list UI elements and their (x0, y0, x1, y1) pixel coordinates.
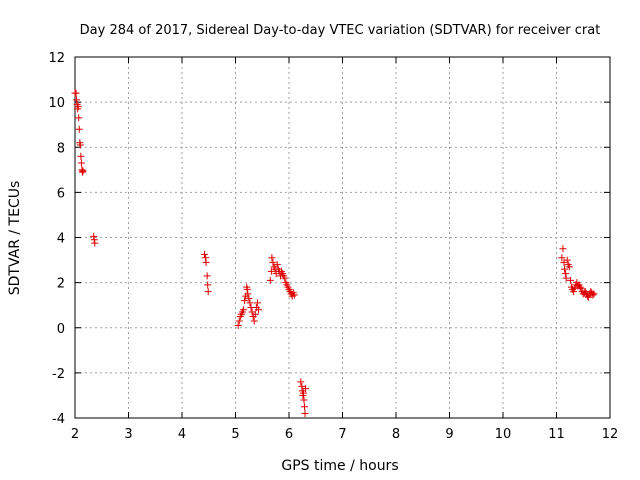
data-point (255, 306, 263, 314)
data-point (559, 245, 567, 253)
data-point (243, 285, 251, 293)
data-point (90, 232, 98, 240)
x-tick-label: 8 (392, 427, 400, 442)
x-tick-label: 3 (124, 427, 132, 442)
data-point (589, 291, 597, 299)
grid-lines (75, 57, 610, 418)
x-tick-label: 11 (548, 427, 565, 442)
data-point (251, 310, 259, 318)
data-point (241, 297, 249, 305)
x-tick-label: 2 (71, 427, 79, 442)
x-tick-label: 9 (445, 427, 453, 442)
data-point (562, 270, 570, 278)
data-point (202, 254, 210, 262)
data-point (590, 290, 598, 298)
data-point (79, 167, 87, 175)
data-point (75, 125, 83, 133)
data-point (281, 274, 289, 282)
data-point (301, 403, 309, 411)
x-axis-label: GPS time / hours (281, 458, 398, 474)
data-point (565, 263, 573, 271)
chart-title: Day 284 of 2017, Sidereal Day-to-day VTE… (80, 23, 601, 38)
data-point (268, 254, 276, 262)
y-tick-label: 0 (57, 322, 65, 337)
data-point (78, 168, 86, 176)
data-point (200, 250, 208, 258)
data-point (300, 396, 308, 404)
data-point (570, 288, 578, 296)
data-point (235, 317, 243, 325)
data-point (299, 389, 307, 397)
data-point (585, 293, 593, 301)
y-tick-label: 6 (57, 186, 65, 201)
data-point (290, 291, 298, 299)
data-point (204, 288, 212, 296)
y-tick-label: -4 (52, 412, 65, 427)
data-point (266, 276, 274, 284)
x-tick-label: 10 (495, 427, 512, 442)
data-point (202, 258, 210, 266)
data-point (561, 265, 569, 273)
y-axis-label: SDTVAR / TECUs (7, 181, 23, 296)
data-point (77, 152, 85, 160)
data-point (246, 299, 254, 307)
data-point (91, 239, 99, 247)
data-point (74, 103, 82, 111)
y-tick-label: 10 (48, 96, 65, 111)
data-point (234, 321, 242, 329)
data-point (203, 272, 211, 280)
data-point (298, 382, 306, 390)
data-point (566, 276, 574, 284)
data-point (267, 267, 275, 275)
data-point (269, 258, 277, 266)
axis-ticks: 2 3 4 5 6 7 8 9 10 11 12 -4 -2 0 2 4 6 8 10 12 (48, 51, 618, 442)
data-point (297, 378, 305, 386)
y-tick-label: 4 (57, 232, 65, 247)
data-point (204, 281, 212, 289)
x-tick-label: 4 (178, 427, 186, 442)
y-tick-label: 12 (48, 51, 65, 66)
data-point (577, 284, 585, 292)
data-point (72, 89, 80, 97)
data-point (302, 385, 310, 393)
data-point (73, 96, 81, 104)
data-point (576, 283, 584, 291)
x-tick-label: 5 (231, 427, 239, 442)
data-point (77, 159, 85, 167)
data-point (250, 317, 258, 325)
data-point (240, 306, 248, 314)
x-tick-label: 12 (602, 427, 619, 442)
data-point (558, 254, 566, 262)
data-point (75, 114, 83, 122)
x-tick-label: 6 (285, 427, 293, 442)
data-point (253, 299, 261, 307)
data-point (562, 274, 570, 282)
y-tick-label: 2 (57, 277, 65, 292)
data-point (301, 409, 309, 417)
data-point (90, 236, 98, 244)
data-points (71, 89, 598, 417)
y-tick-label: -2 (52, 367, 65, 382)
y-tick-label: 8 (57, 141, 65, 156)
data-point (244, 290, 252, 298)
data-point (563, 256, 571, 264)
x-tick-label: 7 (338, 427, 346, 442)
data-point (245, 294, 253, 302)
data-point (76, 141, 84, 149)
data-point (273, 261, 281, 269)
